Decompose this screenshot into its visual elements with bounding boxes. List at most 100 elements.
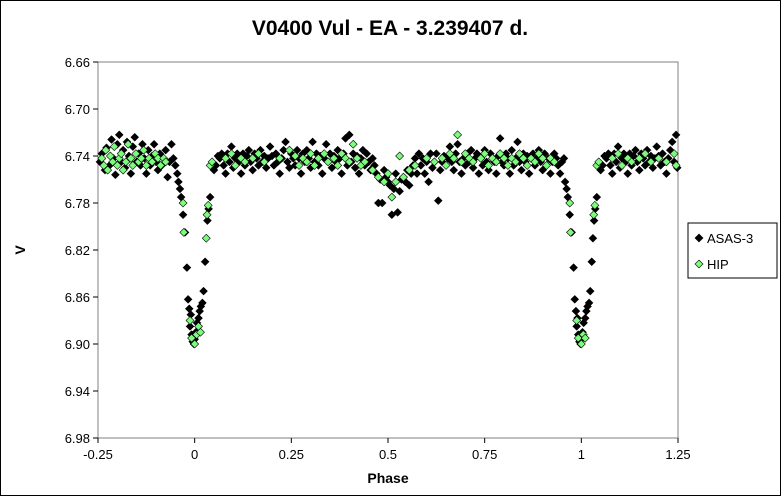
- data-point: [546, 169, 555, 178]
- data-point: [588, 233, 598, 243]
- data-point: [654, 153, 664, 163]
- data-point: [202, 210, 212, 220]
- legend-label: HIP: [707, 257, 729, 272]
- data-point: [399, 172, 408, 182]
- data-point: [503, 160, 513, 170]
- data-point: [379, 177, 389, 187]
- data-point: [296, 169, 306, 178]
- data-point: [271, 149, 281, 159]
- data-point: [426, 149, 435, 159]
- data-point: [453, 139, 462, 149]
- data-point: [565, 210, 575, 220]
- data-point: [199, 286, 208, 296]
- data-point: [634, 165, 644, 175]
- y-axis: 6.66 6.70 6.74 6.78 6.82 6.86 6.90 6.94 6.98: [65, 55, 98, 446]
- data-point: [589, 210, 599, 220]
- data-point: [671, 130, 681, 140]
- data-point: [360, 157, 370, 167]
- data-point: [240, 157, 250, 167]
- data-point: [468, 163, 478, 173]
- data-point: [279, 145, 288, 155]
- data-point: [549, 157, 559, 167]
- data-point: [112, 160, 122, 170]
- data-point: [424, 177, 433, 187]
- y-tick-label: 6.66: [65, 55, 90, 70]
- data-point: [373, 172, 383, 182]
- data-point: [652, 142, 662, 151]
- data-point: [640, 149, 650, 159]
- data-point: [362, 149, 372, 159]
- data-point: [491, 157, 501, 167]
- x-axis-title: Phase: [367, 470, 408, 486]
- data-point: [453, 130, 463, 140]
- data-point: [368, 153, 377, 163]
- data-point: [281, 137, 290, 147]
- data-point: [449, 153, 459, 163]
- data-point: [230, 160, 240, 170]
- data-point: [594, 157, 604, 167]
- y-tick-label: 6.78: [65, 196, 90, 211]
- data-point: [329, 153, 339, 163]
- data-point: [205, 192, 215, 202]
- data-point: [178, 210, 188, 220]
- data-point: [607, 153, 617, 163]
- data-point: [174, 177, 183, 187]
- data-point: [118, 165, 128, 175]
- data-point: [416, 161, 426, 170]
- data-point: [185, 322, 195, 331]
- data-point: [354, 169, 364, 178]
- data-point: [179, 227, 189, 237]
- data-point: [522, 160, 532, 170]
- data-point: [530, 157, 540, 167]
- data-point: [662, 169, 671, 178]
- y-tick-label: 6.82: [65, 243, 90, 258]
- data-point: [623, 169, 633, 178]
- data-point: [317, 169, 327, 178]
- data-point: [126, 169, 136, 178]
- data-point: [511, 157, 521, 167]
- data-point: [437, 153, 447, 163]
- data-point: [393, 208, 403, 217]
- y-tick-label: 6.90: [65, 337, 90, 352]
- data-point: [275, 153, 285, 163]
- x-tick-label: 1.25: [665, 447, 690, 462]
- points-layer: [95, 130, 682, 349]
- data-point: [495, 134, 505, 143]
- data-point: [111, 170, 120, 180]
- x-tick-label: 0.5: [379, 447, 397, 462]
- y-tick-label: 6.86: [65, 290, 90, 305]
- data-point: [538, 165, 548, 175]
- data-point: [207, 157, 217, 167]
- data-point: [248, 153, 258, 163]
- y-axis-title: V: [12, 245, 28, 255]
- data-point: [161, 157, 171, 167]
- data-point: [136, 153, 146, 163]
- data-point: [306, 149, 316, 159]
- data-point: [572, 316, 582, 325]
- x-tick-label: 0.25: [279, 447, 304, 462]
- data-point: [445, 149, 455, 159]
- data-point: [254, 149, 263, 159]
- data-point: [669, 149, 679, 159]
- data-point: [449, 165, 459, 175]
- data-point: [221, 153, 231, 163]
- data-point: [571, 306, 581, 316]
- data-point: [167, 139, 176, 149]
- data-point: [587, 257, 597, 267]
- data-point: [149, 139, 159, 149]
- data-point: [565, 198, 575, 208]
- data-point: [161, 145, 171, 155]
- data-point: [163, 172, 172, 182]
- data-point: [474, 169, 484, 178]
- data-point: [244, 145, 254, 155]
- data-point: [495, 149, 505, 159]
- data-point: [671, 160, 681, 170]
- y-tick-label: 6.70: [65, 102, 90, 117]
- series-hip: [97, 130, 681, 349]
- x-tick-label: 0.75: [472, 447, 497, 462]
- data-point: [275, 169, 285, 178]
- data-point: [185, 316, 195, 325]
- data-point: [499, 153, 509, 163]
- data-point: [491, 169, 501, 178]
